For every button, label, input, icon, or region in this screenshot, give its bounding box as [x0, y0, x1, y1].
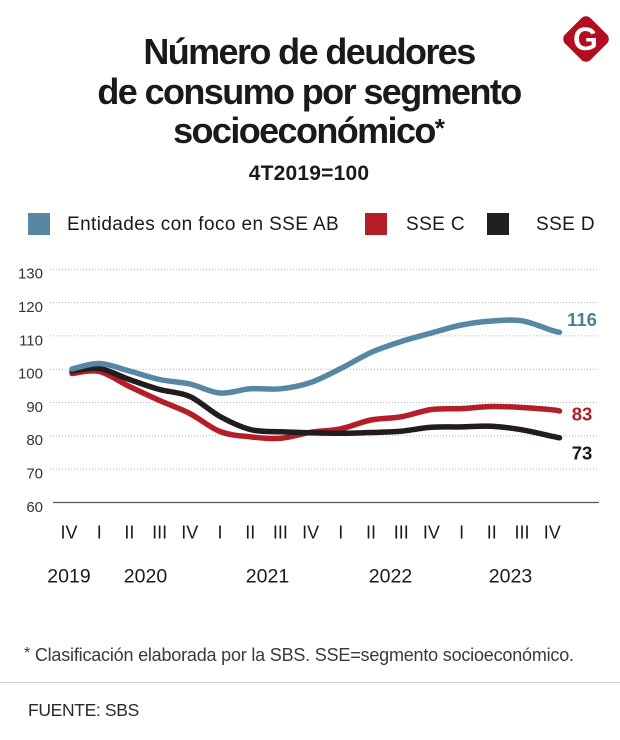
- svg-text:I: I: [97, 523, 102, 543]
- svg-text:I: I: [338, 523, 343, 543]
- svg-text:II: II: [366, 523, 376, 543]
- svg-text:60: 60: [26, 499, 43, 516]
- svg-text:2021: 2021: [246, 566, 289, 588]
- svg-text:IV: IV: [544, 523, 561, 543]
- svg-text:II: II: [245, 523, 255, 543]
- svg-text:116: 116: [567, 309, 597, 330]
- svg-text:IV: IV: [60, 523, 77, 543]
- svg-text:2023: 2023: [489, 566, 532, 588]
- svg-text:73: 73: [572, 443, 593, 464]
- svg-text:III: III: [514, 523, 529, 543]
- svg-text:83: 83: [572, 404, 593, 425]
- svg-text:IV: IV: [181, 523, 198, 543]
- svg-text:130: 130: [18, 266, 43, 283]
- svg-text:2022: 2022: [369, 566, 412, 588]
- svg-text:III: III: [152, 523, 167, 543]
- svg-text:III: III: [273, 523, 288, 543]
- svg-text:110: 110: [19, 332, 43, 349]
- svg-text:70: 70: [26, 466, 43, 483]
- svg-text:I: I: [459, 523, 464, 543]
- svg-text:IV: IV: [423, 523, 440, 543]
- svg-text:90: 90: [26, 399, 43, 416]
- svg-text:IV: IV: [302, 523, 319, 543]
- svg-text:120: 120: [18, 299, 43, 316]
- svg-text:III: III: [394, 523, 409, 543]
- svg-text:II: II: [124, 523, 134, 543]
- svg-text:80: 80: [26, 432, 43, 449]
- svg-text:100: 100: [18, 366, 43, 383]
- svg-text:II: II: [487, 523, 497, 543]
- svg-text:2019: 2019: [47, 566, 90, 588]
- svg-text:2020: 2020: [124, 566, 168, 588]
- svg-text:I: I: [217, 523, 222, 543]
